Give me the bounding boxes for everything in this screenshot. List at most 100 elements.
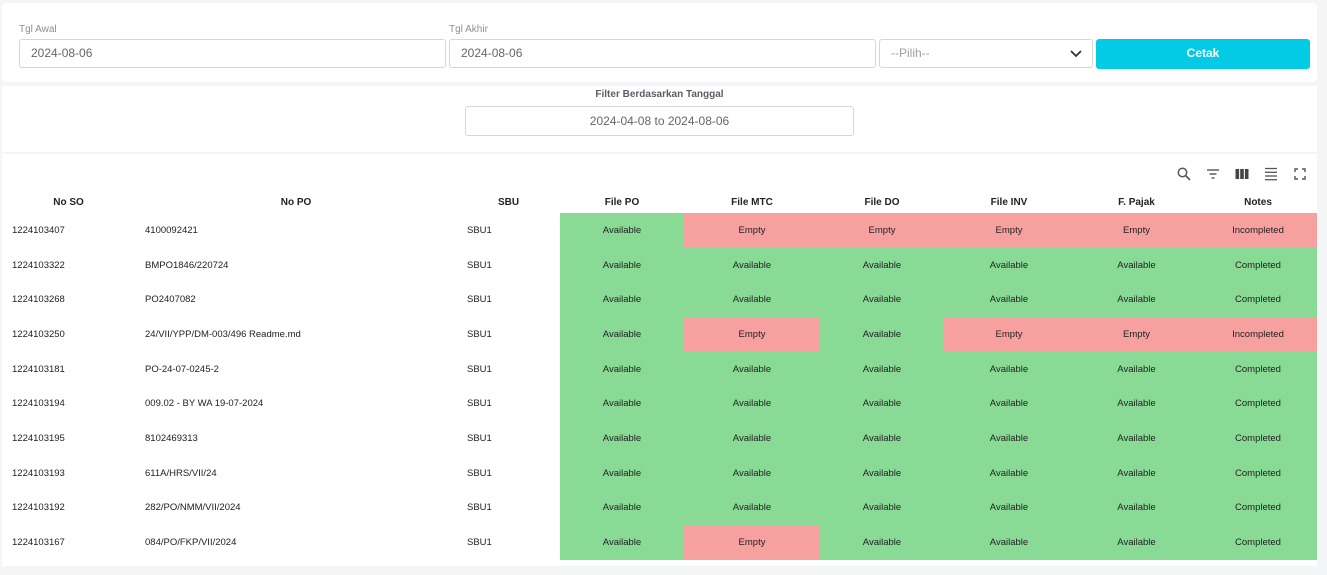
cell-f-pajak: Empty (1074, 317, 1199, 352)
cell-file-mtc: Available (684, 282, 820, 318)
start-date-input[interactable]: 2024-08-06 (19, 39, 446, 68)
cell-file-po: Available (560, 421, 684, 456)
date-range-input[interactable]: 2024-04-08 to 2024-08-06 (465, 106, 854, 136)
cell-f-pajak: Available (1074, 490, 1199, 526)
cell-f-pajak: Available (1074, 455, 1199, 491)
cell-file-inv: Available (944, 386, 1074, 422)
cell-no-so: 1224103193 (12, 467, 65, 479)
cell-no-po: 4100092421 (145, 224, 198, 236)
cell-f-pajak: Available (1074, 421, 1199, 456)
cell-no-po: PO-24-07-0245-2 (145, 363, 219, 375)
header-no-so[interactable]: No SO (53, 197, 84, 208)
cell-file-inv: Available (944, 525, 1074, 560)
cell-notes: Completed (1199, 490, 1317, 526)
table-row[interactable]: 1224103250 24/VII/YPP/DM-003/496 Readme.m… (2, 317, 1317, 352)
start-date-label: Tgl Awal (19, 24, 57, 35)
header-notes[interactable]: Notes (1244, 197, 1272, 208)
cell-no-so: 1224103194 (12, 398, 65, 410)
cell-file-inv: Available (944, 490, 1074, 526)
cell-file-mtc: Available (684, 490, 820, 526)
cell-sbu: SBU1 (467, 363, 492, 375)
table-row[interactable]: 1224103195 8102469313 SBU1 Available Availab… (2, 421, 1317, 456)
cell-no-so: 1224103195 (12, 432, 65, 444)
cell-notes: Completed (1199, 386, 1317, 422)
cell-file-po: Available (560, 247, 684, 283)
table-row[interactable]: 1224103181 PO-24-07-0245-2 SBU1 Available Av… (2, 351, 1317, 387)
cell-file-mtc: Empty (684, 317, 820, 352)
header-file-po[interactable]: File PO (604, 197, 640, 208)
table-row[interactable]: 1224103194 009.02 - BY WA 19-07-2024 SBU1 A… (2, 386, 1317, 422)
cell-notes: Completed (1199, 247, 1317, 283)
cell-file-mtc: Empty (684, 525, 820, 560)
cell-file-po: Available (560, 351, 684, 387)
cell-f-pajak: Available (1074, 386, 1199, 422)
cell-no-so: 1224103250 (12, 328, 65, 340)
fullscreen-icon[interactable] (1291, 166, 1309, 182)
cell-file-mtc: Available (684, 455, 820, 491)
cell-f-pajak: Available (1074, 351, 1199, 387)
cell-sbu: SBU1 (467, 502, 492, 514)
cell-file-inv: Available (944, 351, 1074, 387)
cell-no-po: 084/PO/FKP/VII/2024 (145, 537, 237, 549)
print-button[interactable]: Cetak (1096, 39, 1310, 69)
header-sbu[interactable]: SBU (497, 197, 520, 208)
report-table: No SO No PO SBU File PO File MTC File DO… (2, 192, 1317, 560)
cell-no-so: 1224103268 (12, 294, 65, 306)
cell-file-do: Available (820, 282, 944, 318)
cell-no-po: PO2407082 (145, 294, 196, 306)
end-date-input[interactable]: 2024-08-06 (449, 39, 876, 68)
cell-file-mtc: Available (684, 421, 820, 456)
cell-no-po: 009.02 - BY WA 19-07-2024 (145, 398, 264, 410)
density-icon[interactable] (1262, 166, 1280, 182)
header-file-inv[interactable]: File INV (990, 197, 1028, 208)
cell-sbu: SBU1 (467, 467, 492, 479)
cell-file-do: Available (820, 525, 944, 560)
table-row[interactable]: 1224103268 PO2407082 SBU1 Available Availabl… (2, 282, 1317, 318)
header-file-mtc[interactable]: File MTC (731, 197, 773, 208)
cell-file-po: Available (560, 455, 684, 491)
table-row[interactable]: 1224103322 BMPO1846/220724 SBU1 Available Av… (2, 247, 1317, 283)
cell-sbu: SBU1 (467, 259, 492, 271)
cell-notes: Completed (1199, 282, 1317, 318)
cell-file-inv: Available (944, 282, 1074, 318)
cell-sbu: SBU1 (467, 398, 492, 410)
cell-file-mtc: Available (684, 351, 820, 387)
table-row[interactable]: 1224103407 4100092421 SBU1 Available Empty Em… (2, 213, 1317, 248)
cell-file-do: Available (820, 386, 944, 422)
table-row[interactable]: 1224103192 282/PO/NMM/VII/2024 SBU1 Availab… (2, 490, 1317, 526)
header-file-do[interactable]: File DO (864, 197, 900, 208)
header-no-po[interactable]: No PO (280, 197, 312, 208)
cell-sbu: SBU1 (467, 328, 492, 340)
cell-f-pajak: Available (1074, 282, 1199, 318)
table-row[interactable]: 1224103167 084/PO/FKP/VII/2024 SBU1 Availab… (2, 525, 1317, 560)
cell-file-do: Available (820, 351, 944, 387)
cell-file-po: Available (560, 282, 684, 318)
cell-file-mtc: Empty (684, 213, 820, 248)
cell-sbu: SBU1 (467, 537, 492, 549)
cell-sbu: SBU1 (467, 294, 492, 306)
cell-no-so: 1224103192 (12, 502, 65, 514)
table-row[interactable]: 1224103193 611A/HRS/VII/24 SBU1 Available Av… (2, 455, 1317, 491)
cell-notes: Incompleted (1199, 213, 1317, 248)
table-body: 1224103407 4100092421 SBU1 Available Empty Em… (2, 213, 1317, 560)
cell-file-do: Empty (820, 213, 944, 248)
cell-notes: Incompleted (1199, 317, 1317, 352)
cell-file-inv: Available (944, 421, 1074, 456)
cell-no-so: 1224103167 (12, 537, 65, 549)
filter-icon[interactable] (1204, 166, 1222, 182)
columns-icon[interactable] (1233, 166, 1251, 182)
table-header-row: No SO No PO SBU File PO File MTC File DO… (2, 192, 1317, 213)
cell-notes: Completed (1199, 351, 1317, 387)
header-f-pajak[interactable]: F. Pajak (1118, 197, 1155, 208)
cell-file-inv: Empty (944, 213, 1074, 248)
table-toolbar (1175, 166, 1309, 182)
search-icon[interactable] (1175, 166, 1193, 182)
cell-file-inv: Available (944, 247, 1074, 283)
option-select[interactable]: --Pilih-- (879, 39, 1093, 68)
cell-file-mtc: Available (684, 247, 820, 283)
cell-notes: Completed (1199, 421, 1317, 456)
cell-file-inv: Available (944, 455, 1074, 491)
cell-file-po: Available (560, 386, 684, 422)
cell-no-so: 1224103322 (12, 259, 65, 271)
cell-no-so: 1224103407 (12, 224, 65, 236)
